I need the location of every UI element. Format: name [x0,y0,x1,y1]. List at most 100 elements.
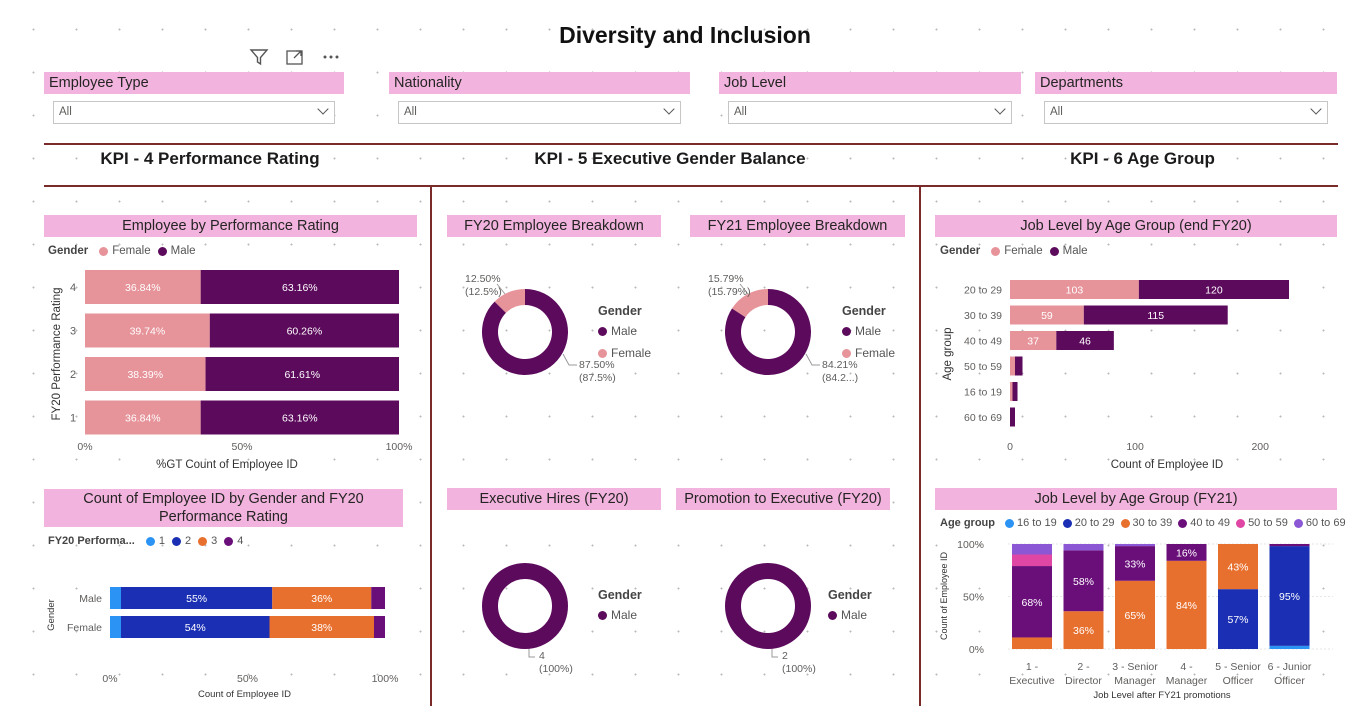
data-label: 103 [1066,285,1084,297]
y-tick-label: 2 [70,369,76,381]
legend-label: 4 [237,535,244,547]
legend-male-swatch [1049,246,1059,256]
bar-segment-female [85,357,206,391]
x-axis-label: Count of Employee ID [1111,459,1224,471]
data-label: 115 [1147,310,1164,322]
legend-swatch [1178,518,1188,528]
fy20-breakdown-title: FY20 Employee Breakdown [447,215,661,237]
employee-type-dropdown[interactable]: All [53,101,335,124]
data-label: 87.50% [579,359,615,371]
donut-slice-female [494,289,525,313]
x-axis-label: %GT Count of Employee ID [156,459,298,471]
data-label: 36.84% [125,413,161,425]
bar-segment-male [1010,407,1016,427]
filter-icon[interactable] [248,48,270,66]
bar-segment-age-40-to-49 [1115,546,1155,581]
bar-segment-age-30-to-39 [1115,580,1155,649]
legend-label: 30 to 39 [1132,517,1173,529]
slicer-title: Departments [1035,72,1337,94]
data-label: (87.5%) [579,372,616,384]
leader-line [528,649,535,658]
more-options-icon[interactable] [320,48,342,66]
bar-segment-male [200,270,399,304]
legend-swatch [1005,518,1014,528]
data-label: 59 [1041,310,1053,322]
x-tick-label: 0 [1007,441,1013,453]
leader-line [805,353,820,366]
legend-label: Male [611,324,638,338]
data-label: 2 [782,650,788,662]
divider-left [430,186,432,706]
gender-perf-legend: FY20 Performa... 1 2 3 4 [48,535,243,547]
slicer-employee-type: Employee Type All [44,72,344,142]
y-tick-label: 4 [70,282,76,294]
legend-male-swatch [842,326,851,336]
bar-segment-age-50-to-59 [1012,554,1052,567]
data-label: 63.16% [282,282,318,294]
data-label: (100%) [539,663,573,675]
job-level-dropdown[interactable]: All [728,101,1012,124]
legend-swatch-1 [145,536,155,546]
data-label: (12.5%) [465,286,502,298]
donut-slice-male [482,289,568,375]
visual-header [248,48,342,66]
slicer-job-level: Job Level All [719,72,1021,142]
x-tick-label: 3 - Senior [1112,661,1158,673]
legend-male-swatch [598,610,607,620]
legend-title: Gender [598,588,642,602]
legend-female-label: Female [112,245,151,257]
bar-segment-rating-4 [374,616,385,638]
legend-title: Gender [48,245,89,257]
legend-label: 1 [158,535,165,547]
age-fy20-chart: 20 to 29 103 120 30 to 39 59 115 40 to 49 37 46 5… [942,280,1290,471]
x-tick-label: Officer [1223,675,1254,687]
y-tick-label: 50% [963,592,984,604]
age-fy20-legend: Gender Female Male [940,245,1088,257]
legend-label: Male [855,324,882,338]
bar-segment-age-30-to-39 [1063,611,1104,649]
age-fy21-chart: 100% 50% 0% 68% 1 - Executive 36% 58% 2 - Directo… [939,539,1333,701]
legend-label: 60 to 69 [1305,517,1345,529]
kpi-4-title: KPI - 4 Performance Rating [100,149,320,168]
slicer-nationality: Nationality All [389,72,690,142]
bar-segment-age-30-to-39 [1218,544,1258,590]
donut-slice-male [482,563,568,649]
bar-segment-age-60-to-69 [1012,544,1052,555]
x-tick-label: Officer [1274,675,1305,687]
data-label: 58% [1073,576,1094,588]
x-tick-label: 2 - [1077,661,1090,673]
legend-title: Gender [828,588,872,602]
perf-chart: 4 36.84% 63.16% 3 39.74% 60.26% 2 38.39% 61.61% 1… [51,270,413,471]
bar-segment-rating-2 [121,587,273,609]
chevron-down-icon [317,103,329,115]
data-label: 55% [186,593,207,605]
bar-segment-female [85,313,210,348]
data-label: 33% [1124,558,1145,570]
departments-dropdown[interactable]: All [1044,101,1328,124]
legend-female-swatch [991,246,1001,256]
donut-slice-male [725,563,811,649]
nationality-dropdown[interactable]: All [398,101,681,124]
exec-hires-legend: Gender Male [598,588,642,630]
slicer-title: Nationality [389,72,690,94]
data-label: 43% [1227,562,1248,574]
focus-mode-icon[interactable] [284,48,306,66]
legend-swatch-4 [224,536,234,546]
x-tick-label: 5 - Senior [1215,661,1261,673]
gender-perf-chart: Male 55% 36% Female 54% 38% 0% 50% 100% Count of … [46,587,398,700]
x-tick-label: 100% [386,441,413,453]
x-tick-label: 4 - [1180,661,1193,673]
bar-segment-male [1015,356,1023,376]
data-label: 57% [1227,614,1248,626]
legend-title: Gender [598,304,642,318]
bar-segment-female [1010,356,1016,376]
x-tick-label: 200 [1251,441,1269,453]
y-tick-label: Male [79,593,102,605]
data-label: 120 [1205,285,1223,297]
bar-segment-age-20-to-29 [1269,546,1310,646]
data-label: (15.79%) [708,286,751,298]
bar-segment-age-60-to-69 [1063,544,1104,551]
age-fy21-title: Job Level by Age Group (FY21) [935,488,1337,510]
divider-kpi [44,185,1338,187]
slicer-title: Job Level [719,72,1021,94]
